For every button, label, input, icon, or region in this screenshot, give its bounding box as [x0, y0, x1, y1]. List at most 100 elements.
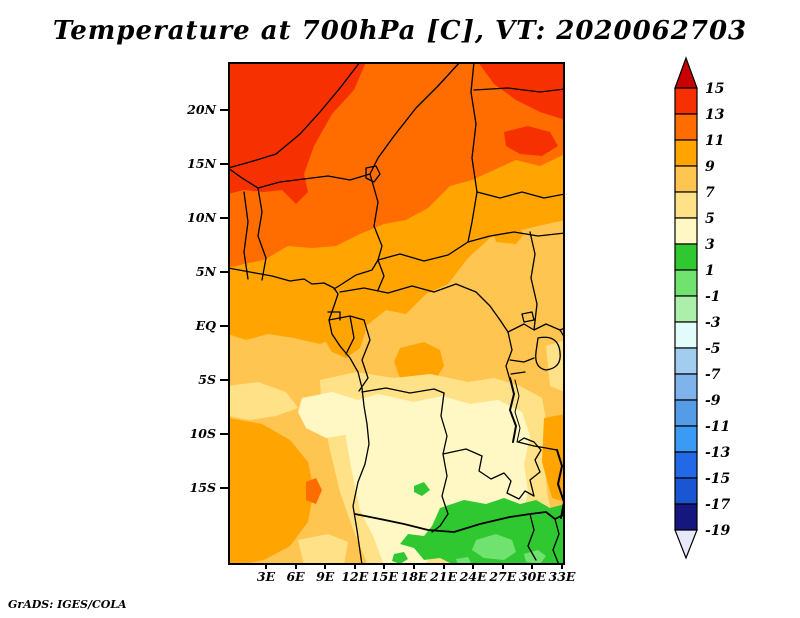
colorbar-cell: [674, 425, 698, 453]
colorbar-label: -7: [705, 367, 721, 383]
colorbar-label: -11: [705, 419, 730, 435]
lon-tick: [531, 565, 534, 569]
temp-fill-9-11-ne: [492, 224, 524, 244]
colorbar-cell: [674, 347, 698, 375]
colorbar-label: 3: [705, 237, 715, 253]
lon-tick: [413, 565, 415, 569]
colorbar-label: -3: [705, 315, 721, 331]
coastline: [228, 267, 370, 565]
lake-victoria: [535, 336, 561, 371]
colorbar-cell: [674, 113, 698, 141]
colorbar-label: 5: [705, 211, 715, 227]
lake-tanganyika: [509, 377, 517, 443]
colorbar-cell: [674, 399, 698, 427]
lon-tick: [265, 565, 267, 569]
colorbar-cell: [674, 295, 698, 323]
colorbar-label: 15: [705, 81, 724, 97]
lat-tick: [220, 109, 228, 111]
lon-tick: [501, 565, 504, 569]
lon-label: 21E: [430, 569, 458, 584]
lake-kyoga: [521, 311, 535, 323]
lat-tick: [220, 487, 228, 489]
colorbar-cell: [674, 451, 698, 479]
temp-fill-13-15-patch: [504, 126, 558, 156]
colorbar: 15 13 11 9 7 5 3 1 -1 -3 -5 -7 -9 -11 -13 -15 -17 -19: [674, 56, 731, 560]
colorbar-cell: [674, 477, 698, 505]
temp-fill-9-11-gabon: [322, 308, 366, 358]
colorbar-label: -17: [705, 497, 731, 513]
temp-fill-1-3-dot1: [414, 482, 430, 496]
country-borders: [228, 62, 565, 565]
lat-tick: [220, 379, 228, 381]
lon-tick: [324, 565, 327, 569]
lon-tick: [472, 565, 475, 569]
colorbar-cell: [674, 503, 698, 531]
colorbar-label: -1: [705, 289, 721, 305]
colorbar-cell: [674, 217, 698, 245]
colorbar-cell: [674, 373, 698, 401]
colorbar-arrow-top: [674, 56, 698, 89]
lon-label: 12E: [341, 569, 369, 584]
lat-label: 10S: [189, 426, 216, 441]
lat-label: 5S: [198, 372, 216, 387]
temp-fill-1-3-dot2: [392, 552, 408, 564]
colorbar-arrow-bottom: [674, 529, 698, 560]
temp-fill-13-15-east: [478, 62, 565, 120]
lon-tick: [442, 565, 445, 569]
lat-tick: [220, 325, 228, 327]
lon-label: 15E: [370, 569, 398, 584]
temp-fill-9-11-ocean: [228, 418, 314, 565]
colorbar-cell: [674, 191, 698, 219]
lat-label: 10N: [187, 210, 216, 225]
lon-label: 24E: [459, 569, 487, 584]
colorbar-cell: [674, 243, 698, 271]
lon-label: 18E: [400, 569, 428, 584]
temp-fill-5-7-sw: [228, 382, 298, 420]
colorbar-label: 7: [705, 185, 715, 201]
colorbar-label: 1: [705, 263, 715, 279]
colorbar-cell: [674, 321, 698, 349]
lon-tick: [561, 565, 563, 569]
lon-label: 9E: [316, 569, 335, 584]
colorbar-label: -9: [705, 393, 721, 409]
colorbar-label: 13: [705, 107, 725, 123]
temp-fill-5-7-corner: [298, 534, 348, 565]
colorbar-cell: [674, 269, 698, 297]
lon-label: 27E: [489, 569, 517, 584]
lat-tick: [220, 217, 228, 219]
map-frame: [228, 62, 565, 565]
colorbar-label: -19: [705, 523, 731, 539]
colorbar-label: -15: [705, 471, 730, 487]
lat-label: 15S: [189, 480, 216, 495]
lon-label: 3E: [256, 569, 276, 584]
lat-tick: [220, 271, 228, 273]
lat-label: 20N: [187, 102, 216, 117]
attribution: GrADS: IGES/COLA: [8, 598, 127, 611]
temp-fill-3-5-congo: [298, 392, 362, 438]
map-plot: [228, 62, 565, 565]
temp-fill-11-13-ocean-spot: [306, 478, 322, 504]
lon-label: 30E: [518, 569, 546, 584]
lat-label: EQ: [195, 318, 216, 333]
lat-label: 5N: [195, 264, 216, 279]
lon-label: 6E: [286, 569, 305, 584]
colorbar-label: 11: [705, 133, 724, 149]
page-title: Temperature at 700hPa [C], VT: 202006270…: [52, 16, 748, 46]
colorbar-cell: [674, 139, 698, 167]
colorbar-label: -13: [705, 445, 731, 461]
zambezi-border: [354, 511, 565, 533]
lon-tick: [294, 565, 297, 569]
colorbar-label: -5: [705, 341, 721, 357]
colorbar-label: 9: [705, 159, 715, 175]
lat-label: 15N: [187, 156, 216, 171]
colorbar-cell: [674, 165, 698, 193]
lat-tick: [220, 433, 228, 435]
colorbar-cell: [674, 87, 698, 115]
lon-label: 33E: [548, 569, 576, 584]
temp-fill-m1-1-a: [472, 534, 516, 560]
lon-tick: [383, 565, 386, 569]
lon-tick: [353, 565, 356, 569]
lat-tick: [220, 163, 228, 165]
lake-chad: [365, 165, 381, 183]
